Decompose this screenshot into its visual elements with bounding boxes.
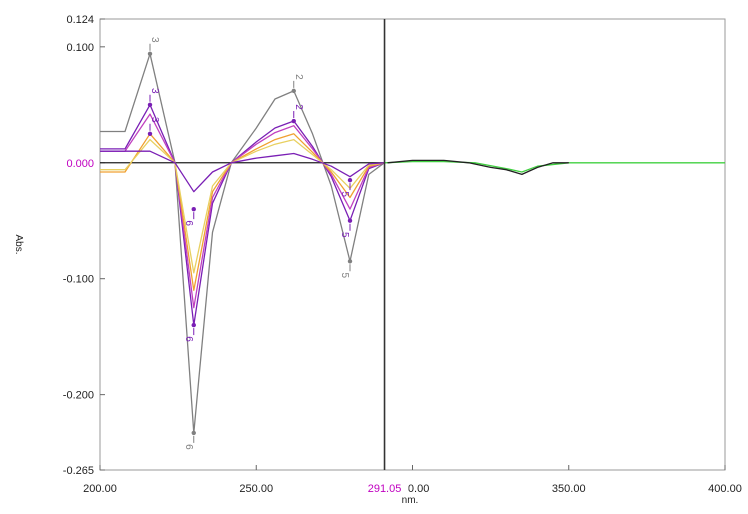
x-axis-label: nm. bbox=[402, 495, 419, 506]
peak-marker bbox=[191, 322, 196, 328]
peak-label: 6 bbox=[183, 444, 194, 450]
peak-marker bbox=[347, 177, 353, 183]
plot-area bbox=[99, 18, 726, 471]
peak-marker bbox=[147, 51, 153, 56]
series-line-4 bbox=[100, 133, 385, 291]
cursor-label-bg bbox=[358, 481, 409, 495]
peak-marker bbox=[191, 430, 196, 436]
peak-label: 2 bbox=[293, 74, 304, 80]
y-zero-label: 0.000 bbox=[66, 158, 94, 170]
peak-marker bbox=[147, 102, 153, 107]
peak-marker bbox=[347, 259, 353, 264]
peak-marker bbox=[347, 218, 353, 223]
peak-marker bbox=[147, 131, 153, 136]
y-tick-label: 0.100 bbox=[66, 42, 94, 54]
y-tick-label: -0.265 bbox=[63, 465, 94, 477]
peak-label: 3 bbox=[149, 117, 160, 123]
peak-label: 5 bbox=[339, 191, 350, 197]
peak-label: 3 bbox=[149, 37, 160, 43]
series-line-6 bbox=[100, 150, 385, 193]
x-tick-label: 400.00 bbox=[708, 483, 742, 495]
peak-label: 5 bbox=[339, 273, 350, 279]
series-line-2 bbox=[100, 104, 385, 326]
y-tick-label: -0.100 bbox=[63, 274, 94, 286]
series-line-7 bbox=[384, 160, 725, 173]
y-axis-label: Abs. bbox=[13, 234, 24, 254]
peak-label: 6 bbox=[183, 220, 194, 226]
peak-marker bbox=[291, 118, 296, 124]
series-line-3 bbox=[100, 113, 385, 309]
peak-marker bbox=[291, 88, 296, 94]
peak-label: 2 bbox=[293, 104, 304, 110]
peak-marker bbox=[191, 206, 196, 212]
series-line-1 bbox=[100, 53, 385, 434]
peak-label: 5 bbox=[339, 232, 350, 238]
x-tick-label: 350.00 bbox=[552, 483, 586, 495]
peak-label: 3 bbox=[149, 88, 160, 94]
series-line-5 bbox=[100, 138, 385, 274]
peak-label: 6 bbox=[183, 336, 194, 342]
x-tick-label: 200.00 bbox=[83, 483, 117, 495]
series-line-8 bbox=[387, 159, 569, 176]
y-tick-label: 0.124 bbox=[66, 14, 94, 26]
y-tick-label: -0.200 bbox=[63, 390, 94, 402]
x-tick-label: 250.00 bbox=[239, 483, 273, 495]
cursor-label: 291.05 bbox=[368, 483, 402, 495]
